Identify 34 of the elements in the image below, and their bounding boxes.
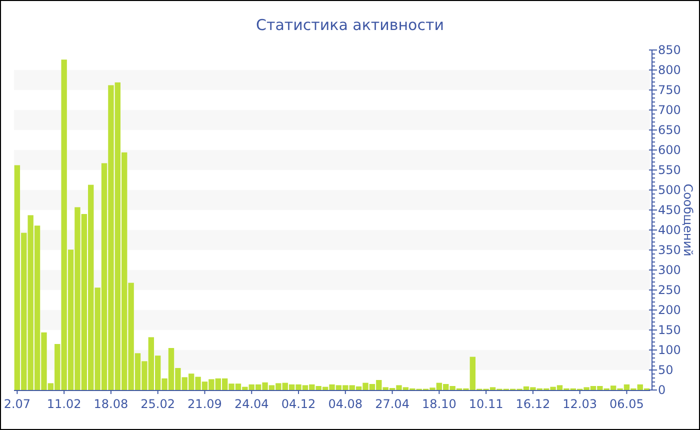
x-tick-label: 10.11 xyxy=(468,397,504,411)
x-tick-label: 11.02 xyxy=(46,397,82,411)
y-tick-label: 200 xyxy=(658,303,681,317)
x-tick-label: 04.12 xyxy=(281,397,316,411)
x-tick-label: 2.07 xyxy=(4,397,31,411)
y-tick-label: 550 xyxy=(658,163,681,177)
y-tick-label: 800 xyxy=(658,63,681,77)
y-tick-label: 100 xyxy=(658,343,681,357)
y-tick-label: 350 xyxy=(658,243,681,257)
x-tick-label: 18.08 xyxy=(94,397,128,411)
x-tick-label: 16.12 xyxy=(516,397,550,411)
y-tick-label: 300 xyxy=(658,263,681,277)
x-tick-label: 18.10 xyxy=(422,397,456,411)
y-tick-label: 850 xyxy=(658,43,681,57)
x-tick-label: 21.09 xyxy=(188,397,222,411)
y-tick-label: 450 xyxy=(658,203,681,217)
y-tick-label: 650 xyxy=(658,123,681,137)
x-tick-label: 04.08 xyxy=(328,397,363,411)
y-tick-label: 250 xyxy=(658,283,681,297)
y-tick-label: 500 xyxy=(658,183,681,197)
y-tick-label: 750 xyxy=(658,83,681,97)
y-tick-label: 400 xyxy=(658,223,681,237)
x-tick-label: 06.05 xyxy=(610,397,644,411)
x-tick-label: 12.03 xyxy=(562,397,598,411)
x-tick-label: 24.04 xyxy=(234,397,269,411)
y-tick-label: 0 xyxy=(658,383,666,397)
y-axis-title: Сообщений xyxy=(681,184,695,256)
chart-title: Статистика активности xyxy=(256,16,444,34)
y-tick-label: 150 xyxy=(658,323,681,337)
y-tick-label: 600 xyxy=(658,143,681,157)
y-tick-label: 700 xyxy=(658,103,681,117)
y-tick-label: 50 xyxy=(658,363,674,377)
x-tick-label: 27.04 xyxy=(375,397,410,411)
x-tick-label: 25.02 xyxy=(140,397,176,411)
